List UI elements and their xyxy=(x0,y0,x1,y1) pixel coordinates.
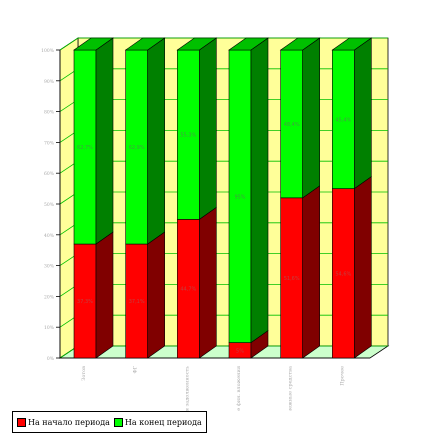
bar-value-label: 62,7% xyxy=(77,145,93,151)
chart-legend: На начало периода На конец периода xyxy=(12,411,207,433)
x-category-label: Прочие фин. вложения xyxy=(235,366,242,411)
y-tick-label: 40% xyxy=(44,233,55,239)
bar-side xyxy=(199,206,217,359)
bar-value-label: 95% xyxy=(234,194,245,200)
bar-side xyxy=(147,231,165,359)
y-tick-label: 80% xyxy=(44,110,55,116)
x-category-label: Дебиторская задолженность xyxy=(183,366,190,411)
bar-value-label: 37,3% xyxy=(77,299,93,305)
bar-side xyxy=(147,37,165,245)
x-category-label: Денежные средства xyxy=(288,366,294,411)
bar-value-label: 45,4% xyxy=(335,117,351,123)
bar-value-label: 54,6% xyxy=(335,271,351,277)
bar-top xyxy=(73,37,114,51)
bar-value-label: 48,4% xyxy=(284,122,300,128)
bar-value-label: 44,7% xyxy=(180,287,196,293)
bar-value-label: 5% xyxy=(236,348,244,354)
bar-top xyxy=(228,37,269,51)
bar-side xyxy=(354,176,372,359)
legend-item-start: На начало периода xyxy=(17,417,110,427)
y-tick-label: 20% xyxy=(44,294,55,300)
bar-top xyxy=(279,37,321,51)
gridline xyxy=(59,37,388,51)
y-tick-label: 50% xyxy=(44,202,55,208)
y-tick-label: 10% xyxy=(44,325,55,331)
bar-side xyxy=(354,37,372,190)
legend-item-end: На конец периода xyxy=(113,417,202,427)
legend-label-start: На начало периода xyxy=(28,417,110,427)
y-tick-label: 100% xyxy=(41,48,55,54)
stacked-bar-chart: 0% 10% 20% 30% 40% 50% 60% 70% 80% 90% 100% 37,3% 62… xyxy=(41,37,390,411)
bar-side xyxy=(250,37,269,344)
y-tick-label: 70% xyxy=(44,140,55,146)
legend-swatch-start xyxy=(17,417,26,427)
y-tick-label: 30% xyxy=(44,264,55,270)
bar-value-label: 55,3% xyxy=(180,133,196,139)
bar-side xyxy=(95,231,114,359)
x-category-label: Зотов xyxy=(81,366,87,381)
legend-label-end: На конец периода xyxy=(124,417,202,427)
y-tick-label: 60% xyxy=(44,171,55,177)
x-category-label: ФГ xyxy=(133,365,139,373)
bar-side xyxy=(302,185,320,359)
bar-value-label: 37,1% xyxy=(129,299,145,305)
legend-swatch-end xyxy=(113,417,123,427)
bar-top xyxy=(176,37,218,51)
y-tick-label: 0% xyxy=(47,356,55,362)
bar-value-label: 62,9% xyxy=(129,145,145,151)
bar-value-label: 51,6% xyxy=(284,276,300,282)
bar-top xyxy=(124,37,166,51)
bar-side xyxy=(199,37,217,220)
bar-top xyxy=(331,37,373,51)
x-category-label: Прочее xyxy=(339,366,345,386)
bar-side xyxy=(302,37,320,199)
y-tick-label: 90% xyxy=(44,79,55,85)
bar-side xyxy=(95,37,114,245)
